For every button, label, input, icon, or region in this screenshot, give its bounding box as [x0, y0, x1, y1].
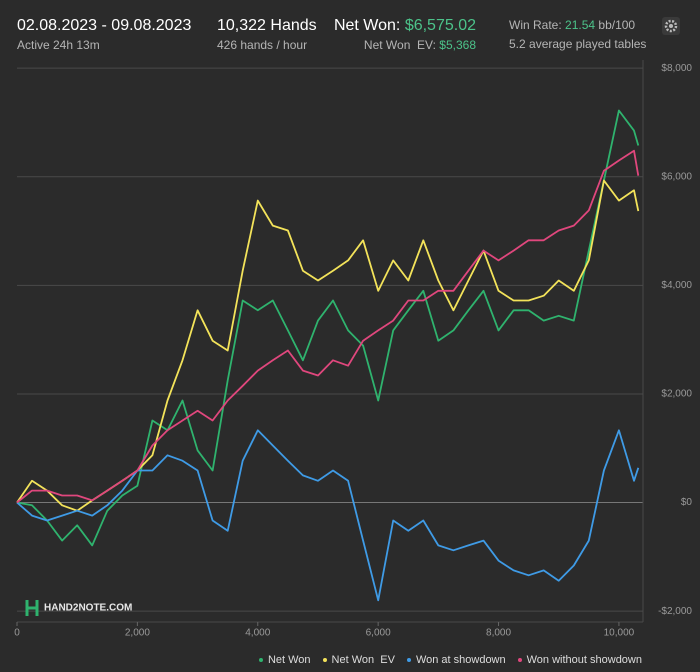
hands-per-hour: 426 hands / hour [217, 38, 308, 52]
y-tick-label: $2,000 [661, 389, 692, 400]
logo-text: HAND2NOTE.COM [44, 603, 132, 614]
win-rate-label: Win Rate: [509, 18, 562, 32]
legend-marker [258, 658, 263, 663]
net-won-label: Net Won: [333, 17, 401, 34]
series-line [16, 149, 640, 504]
legend-marker [322, 658, 327, 663]
legend-item[interactable]: Net Won EV [322, 654, 395, 666]
win-rate: Win Rate: 21.54 bb/100 [509, 18, 635, 32]
x-tick-label: 0 [14, 628, 20, 639]
y-tick-label: $0 [681, 497, 693, 508]
legend: Net Won Net Won EV Won at showdown Won with… [258, 654, 642, 666]
logo-icon [25, 600, 39, 616]
plot-background [17, 60, 643, 622]
logo: HAND2NOTE.COM [25, 600, 132, 616]
legend-item[interactable]: Net Won [258, 654, 311, 666]
x-tick-label: 6,000 [366, 628, 391, 639]
x-tick-label: 2,000 [125, 628, 150, 639]
legend-label: Won at showdown [415, 654, 506, 666]
y-tick-label: $6,000 [661, 171, 692, 182]
y-tick-label: $4,000 [661, 280, 692, 291]
net-won-value: $6,575.02 [404, 17, 476, 34]
y-tick-label: -$2,000 [658, 606, 692, 617]
legend-item[interactable]: Won without showdown [517, 654, 642, 666]
tables: 5.2 average played tables [509, 37, 647, 51]
legend-marker [406, 658, 411, 663]
x-tick-label: 8,000 [486, 628, 511, 639]
series-line [16, 109, 640, 547]
x-tick-label: 4,000 [245, 628, 270, 639]
plot-area: -$2,000 $0 $2,000 $4,000 $6,000 $8,000 0 2,000 4… [14, 60, 692, 639]
series-line [16, 429, 640, 602]
y-tick-label: $8,000 [661, 63, 692, 74]
net-won-ev: Net Won EV: $5,368 [364, 38, 476, 52]
win-rate-unit: bb/100 [598, 18, 636, 32]
net-won-ev-label: Net Won EV: [363, 38, 436, 52]
net-won-ev-value: $5,368 [439, 38, 476, 52]
date-range: 02.08.2023 - 09.08.2023 [17, 17, 192, 34]
legend-item[interactable]: Won at showdown [406, 654, 506, 666]
legend-label: Net Won EV [331, 654, 395, 666]
win-rate-value: 21.54 [565, 18, 596, 32]
net-won: Net Won: $6,575.02 [334, 17, 476, 35]
legend-marker [517, 658, 522, 663]
legend-label: Net Won [267, 654, 311, 666]
settings-button[interactable] [662, 17, 680, 35]
x-tick-label: 10,000 [604, 628, 635, 639]
active-time: Active 24h 13m [17, 38, 100, 52]
legend-label: Won without showdown [526, 654, 642, 666]
gear-icon[interactable] [664, 19, 678, 33]
gear-center[interactable] [669, 24, 673, 28]
hands: 10,322 Hands [217, 17, 317, 34]
